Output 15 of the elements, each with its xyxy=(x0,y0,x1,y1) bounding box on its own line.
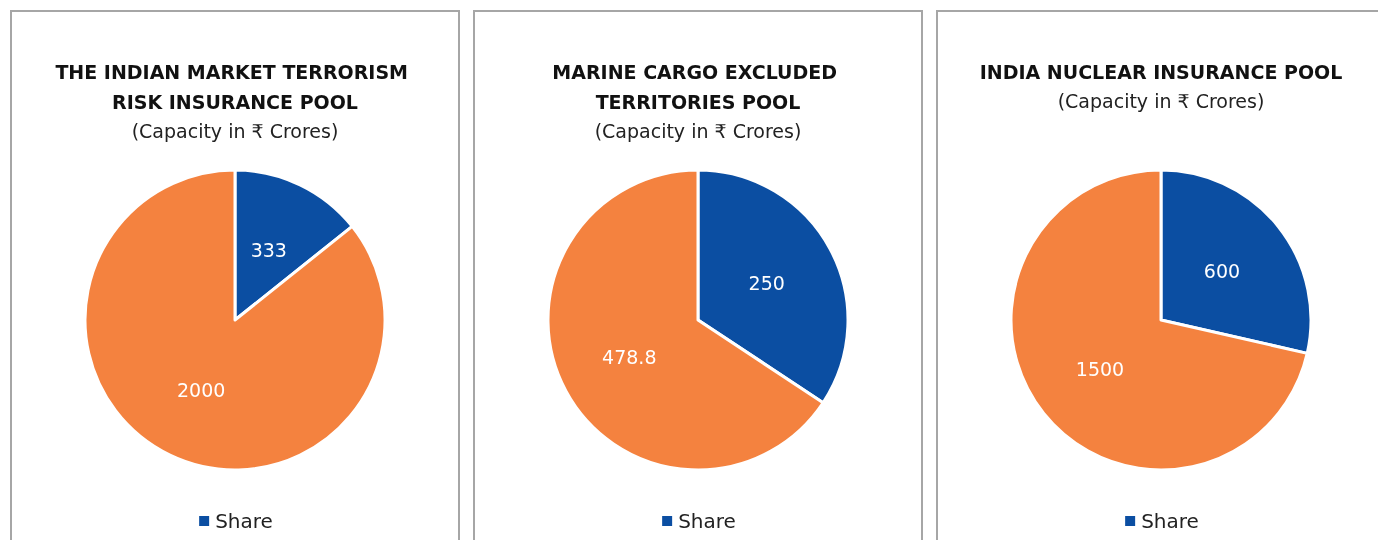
data-label: 600 xyxy=(1203,260,1241,283)
data-label: 250 xyxy=(748,272,785,295)
chart-subtitle: (Capacity in ₹ Crores) xyxy=(594,119,802,142)
chart-title: MARINE CARGO EXCLUDED TERRITORIES POOL xyxy=(552,61,844,113)
data-label: 478.8 xyxy=(602,345,657,368)
chart-subtitle: (Capacity in ₹ Crores) xyxy=(1057,89,1265,112)
legend-label: Share xyxy=(1141,509,1199,533)
data-label: 2000 xyxy=(177,379,226,402)
chart-title: INDIA NUCLEAR INSURANCE POOL xyxy=(979,61,1343,83)
legend-label: Share xyxy=(678,509,736,533)
data-label: 1500 xyxy=(1075,357,1125,380)
legend-label: Share xyxy=(215,509,273,533)
chart-subtitle: (Capacity in ₹ Crores) xyxy=(131,119,339,142)
chart-title: THE INDIAN MARKET TERRORISM RISK INSURANCE POOL xyxy=(55,61,415,113)
data-label: 333 xyxy=(250,238,287,261)
